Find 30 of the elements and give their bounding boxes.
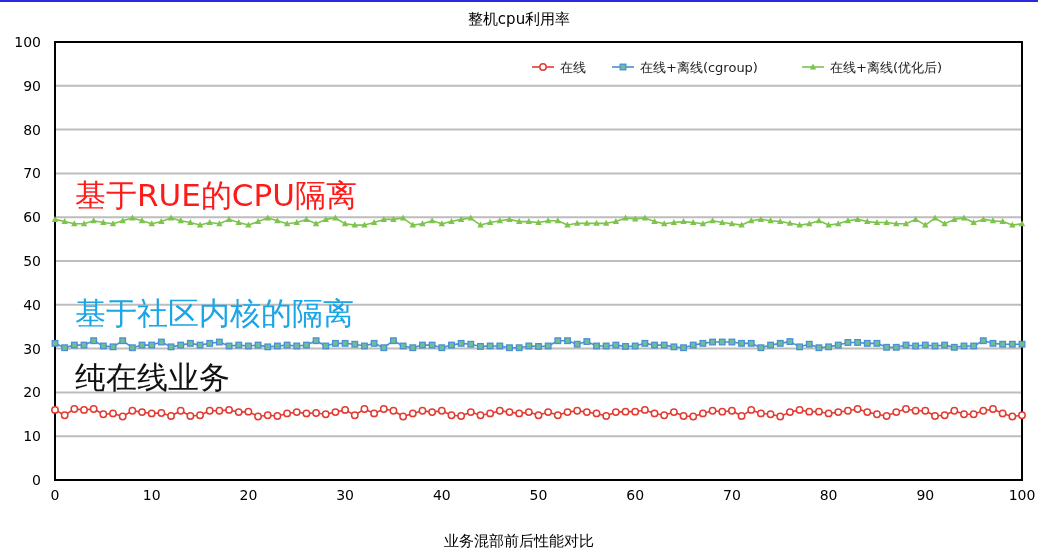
x-tick-label: 80 <box>819 487 838 503</box>
x-tick-label: 60 <box>626 487 645 503</box>
x-tick-label: 40 <box>432 487 451 503</box>
y-tick-label: 50 <box>23 253 41 269</box>
x-tick-label: 50 <box>529 487 548 503</box>
annotation: 纯在线业务 <box>75 359 230 395</box>
y-tick-label: 40 <box>23 296 41 313</box>
x-axis-title: 业务混部前后性能对比 <box>444 532 594 550</box>
legend-label: 在线 <box>560 60 586 75</box>
annotation: 基于RUE的CPU隔离 <box>75 177 357 213</box>
x-tick-label: 0 <box>50 487 60 503</box>
x-tick-label: 70 <box>722 487 741 503</box>
x-tick-label: 90 <box>916 487 935 503</box>
y-tick-label: 10 <box>23 428 41 445</box>
y-tick-label: 60 <box>23 209 41 226</box>
x-tick-label: 20 <box>239 487 258 503</box>
annotation: 基于社区内核的隔离 <box>75 295 354 331</box>
x-tick-label: 10 <box>142 487 161 503</box>
x-tick-label: 100 <box>1008 487 1036 503</box>
y-tick-label: 30 <box>23 340 41 357</box>
legend-label: 在线+离线(cgroup) <box>640 60 758 75</box>
y-tick-label: 20 <box>23 384 41 401</box>
chart-title: 整机cpu利用率 <box>467 10 571 28</box>
y-tick-label: 70 <box>23 165 41 182</box>
y-tick-label: 90 <box>23 77 41 94</box>
y-tick-label: 80 <box>23 121 41 138</box>
y-tick-label: 0 <box>32 472 41 488</box>
x-tick-label: 30 <box>336 487 355 503</box>
legend-label: 在线+离线(优化后) <box>830 60 943 75</box>
y-tick-label: 100 <box>14 34 41 50</box>
